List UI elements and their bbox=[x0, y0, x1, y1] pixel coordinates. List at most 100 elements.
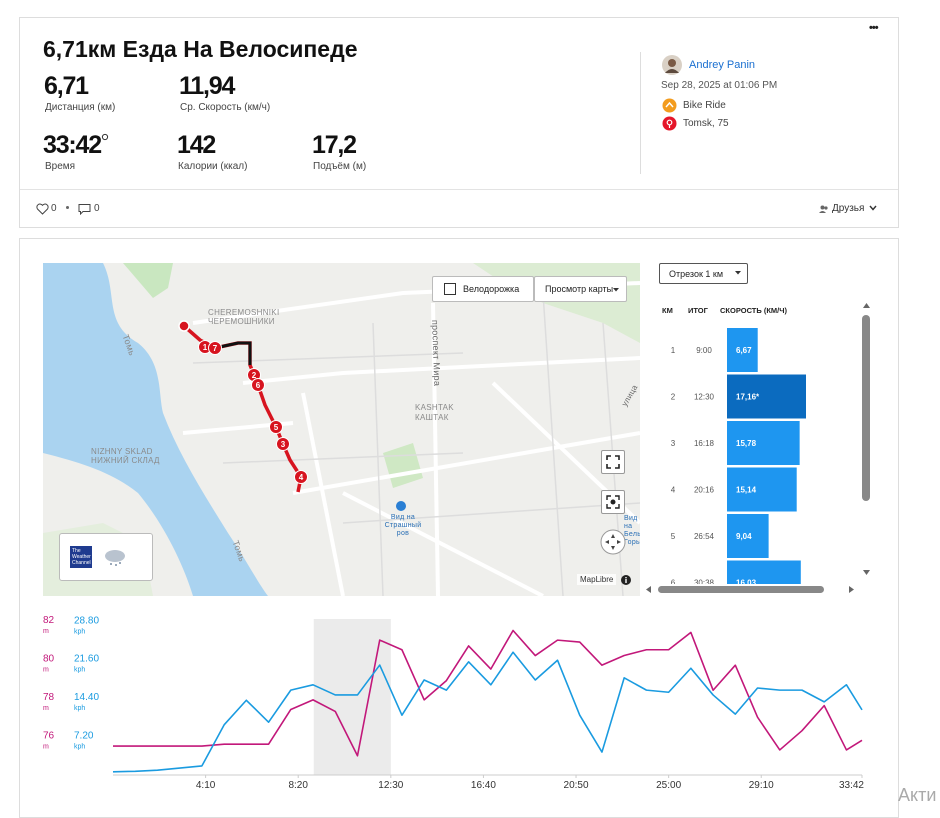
activity-title: 6,71км Езда На Велосипеде bbox=[43, 36, 358, 62]
y2-tick-unit: kph bbox=[74, 667, 85, 674]
y-tick-label: 76 bbox=[43, 730, 55, 741]
map-label: CHEREMOSHNIKI bbox=[208, 308, 280, 317]
split-total: 30:38 bbox=[694, 579, 715, 585]
y-tick-label: 78 bbox=[43, 692, 55, 703]
split-km: 4 bbox=[671, 486, 676, 495]
stat-value: 142 bbox=[177, 131, 216, 159]
split-total: 20:16 bbox=[694, 486, 715, 495]
activity-type-icon bbox=[662, 98, 677, 113]
split-marker[interactable]: 5 bbox=[269, 420, 283, 434]
split-km: 1 bbox=[671, 346, 676, 355]
athlete-name[interactable]: Andrey Panin bbox=[689, 59, 756, 71]
y2-tick-label: 21.60 bbox=[74, 654, 99, 665]
weather-icon bbox=[105, 550, 125, 566]
elevation-speed-chart: 76 m 78 m 80 m 82 m 7.20 kph 14.40 kph 21.60 kph 28.80… bbox=[43, 615, 864, 791]
fullscreen-button[interactable] bbox=[601, 450, 625, 474]
vertical-scrollbar[interactable] bbox=[862, 315, 870, 501]
series-line bbox=[112, 651, 863, 773]
more-menu[interactable]: ••• bbox=[869, 22, 879, 34]
like-count: 0 bbox=[51, 203, 57, 214]
stat-label: Калории (ккал) bbox=[178, 161, 248, 172]
split-speed-label: 16,03 bbox=[736, 579, 757, 585]
split-bar bbox=[727, 374, 806, 419]
y2-tick-unit: kph bbox=[74, 744, 85, 751]
y-tick-label: 80 bbox=[43, 653, 55, 664]
map[interactable]: CHEREMOSHNIKI ЧЕРЕМОШНИКИ Томь проспект … bbox=[43, 263, 640, 596]
caret bbox=[735, 271, 741, 275]
scroll-left[interactable] bbox=[645, 585, 653, 594]
visibility-caret[interactable] bbox=[869, 205, 877, 211]
caret bbox=[613, 288, 619, 292]
checkbox[interactable] bbox=[444, 283, 456, 295]
split-km: 2 bbox=[671, 393, 676, 402]
stat-value: 6,71 bbox=[44, 72, 89, 100]
stat-label: Время bbox=[45, 161, 76, 172]
split-selector[interactable]: Отрезок 1 км bbox=[659, 263, 748, 284]
map-label: ЧЕРЕМОШНИКИ bbox=[208, 317, 275, 326]
map-label: НИЖНИЙ СКЛАД bbox=[91, 456, 160, 465]
x-tick-label: 16:40 bbox=[471, 780, 496, 791]
y2-tick-unit: kph bbox=[74, 705, 85, 712]
stat-label: Ср. Скорость (км/ч) bbox=[180, 102, 271, 113]
scroll-up[interactable] bbox=[862, 302, 871, 310]
attribution[interactable]: MapLibre bbox=[577, 574, 617, 585]
y2-tick-label: 28.80 bbox=[74, 615, 99, 626]
scroll-right[interactable] bbox=[847, 585, 855, 594]
x-tick-label: 33:42 bbox=[839, 780, 864, 791]
split-speed-label: 9,04 bbox=[736, 532, 752, 541]
x-tick-label: 8:20 bbox=[288, 780, 308, 791]
info-icon[interactable] bbox=[621, 575, 631, 585]
weather-widget[interactable]: The Weather Channel bbox=[59, 533, 153, 581]
scroll-down[interactable] bbox=[862, 568, 871, 576]
y-tick-label: 82 bbox=[43, 615, 55, 626]
x-tick-label: 20:50 bbox=[564, 780, 589, 791]
map-view-button[interactable]: Просмотр карты bbox=[534, 276, 627, 302]
y-tick-unit: m bbox=[43, 666, 49, 673]
column-header: СКОРОСТЬ (КМ/Ч) bbox=[720, 306, 788, 315]
split-marker[interactable]: 4 bbox=[294, 470, 308, 484]
splits-chart: 1 9:00 6,67 2 12:30 17,16* 3 16:18 15,78 4 20:16 15… bbox=[671, 328, 806, 585]
avatar[interactable] bbox=[662, 55, 682, 75]
separator bbox=[20, 189, 898, 190]
split-bar bbox=[727, 514, 769, 558]
visibility-icon bbox=[819, 205, 828, 213]
stat-value: 33:42 bbox=[43, 131, 102, 159]
fullscreen-icon bbox=[606, 455, 620, 469]
split-marker[interactable]: 6 bbox=[251, 378, 265, 392]
time-icon bbox=[101, 133, 109, 141]
stat-label: Дистанция (км) bbox=[45, 102, 116, 113]
map-label: KASHTAK bbox=[415, 403, 454, 412]
y2-tick-label: 14.40 bbox=[74, 692, 99, 703]
split-total: 9:00 bbox=[696, 346, 712, 355]
split-total: 16:18 bbox=[694, 439, 715, 448]
bike-lane-label: Велодорожка bbox=[463, 284, 520, 294]
split-bar bbox=[727, 328, 758, 372]
poi-icon bbox=[396, 501, 406, 511]
locate-button[interactable] bbox=[601, 490, 625, 514]
y-tick-unit: m bbox=[43, 705, 49, 712]
split-km: 6 bbox=[671, 579, 676, 585]
split-marker[interactable]: 7 bbox=[208, 341, 222, 355]
split-bar bbox=[727, 560, 801, 584]
like-icon[interactable] bbox=[36, 203, 49, 215]
split-marker[interactable]: 3 bbox=[276, 437, 290, 451]
map-label: КАШТАК bbox=[415, 413, 449, 422]
horizontal-scrollbar[interactable] bbox=[658, 586, 824, 593]
location: Tomsk, 75 bbox=[683, 118, 729, 129]
y2-tick-unit: kph bbox=[74, 628, 85, 635]
compass[interactable] bbox=[600, 529, 626, 555]
activity-type: Bike Ride bbox=[683, 100, 726, 111]
stat-value: 17,2 bbox=[312, 131, 357, 159]
corner-text: Акти bbox=[898, 785, 937, 805]
summary-card bbox=[19, 17, 899, 228]
split-km: 3 bbox=[671, 439, 676, 448]
y-tick-unit: m bbox=[43, 628, 49, 635]
series-line bbox=[113, 629, 863, 757]
activity-date: Sep 28, 2025 at 01:06 PM bbox=[661, 80, 778, 91]
comment-icon[interactable] bbox=[78, 203, 91, 215]
divider bbox=[640, 52, 641, 174]
map-label: NIZHNY SKLAD bbox=[91, 447, 153, 456]
x-tick-label: 12:30 bbox=[378, 780, 403, 791]
visibility[interactable]: Друзья bbox=[832, 203, 865, 214]
